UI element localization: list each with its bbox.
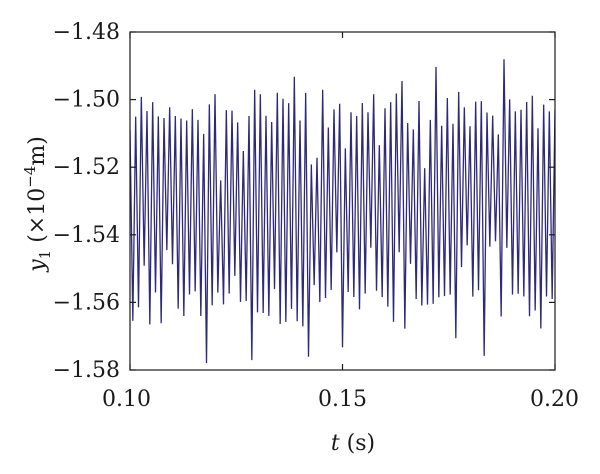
y-tick-label: −1.58 <box>53 358 120 383</box>
x-axis-label: t (s) <box>331 431 375 456</box>
axes: −1.58 −1.56 −1.54 −1.52 −1.50 −1.48 0.10 0.15 0.… <box>53 20 579 412</box>
plot-area <box>130 59 555 364</box>
y-tick-label: −1.50 <box>53 88 120 113</box>
y-tick-label: −1.52 <box>53 155 120 180</box>
x-tick-label: 0.10 <box>102 387 151 412</box>
y-tick-label: −1.54 <box>53 223 120 248</box>
x-tick-label: 0.15 <box>318 387 367 412</box>
x-tick-label: 0.20 <box>530 387 579 412</box>
y-tick-label: −1.48 <box>53 20 120 45</box>
y-axis-label: y1 (×10−4m) <box>21 136 54 273</box>
y-tick-label: −1.56 <box>53 290 120 315</box>
y-axis-label-group: y1 (×10−4m) <box>21 136 54 273</box>
series-line <box>130 59 555 364</box>
